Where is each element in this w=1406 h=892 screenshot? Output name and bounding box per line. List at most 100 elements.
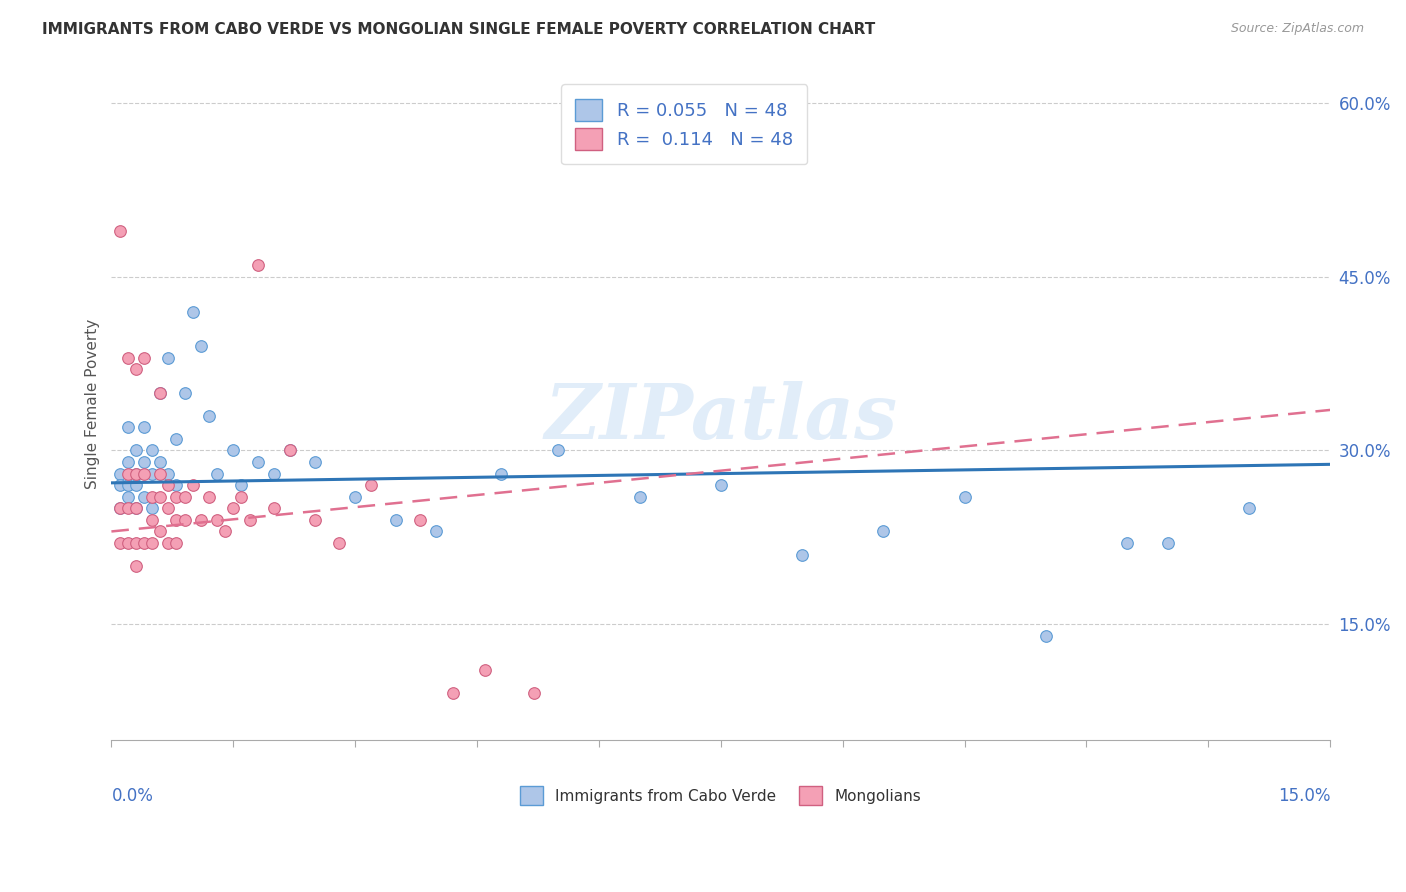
Point <box>141 513 163 527</box>
Point <box>149 385 172 400</box>
Point <box>953 490 976 504</box>
Point <box>441 686 464 700</box>
Point <box>125 559 148 574</box>
Point <box>231 478 253 492</box>
Point <box>628 490 651 504</box>
Point <box>157 501 180 516</box>
Point <box>173 490 195 504</box>
Point <box>222 501 245 516</box>
Point <box>190 513 212 527</box>
Point <box>125 478 148 492</box>
Point <box>1237 501 1260 516</box>
Point <box>872 524 894 539</box>
Point <box>117 455 139 469</box>
Point <box>108 501 131 516</box>
Point <box>125 467 148 481</box>
Point <box>474 663 496 677</box>
Point <box>181 304 204 318</box>
Point <box>157 536 180 550</box>
Text: 15.0%: 15.0% <box>1278 787 1330 805</box>
Point <box>157 351 180 365</box>
Point <box>141 490 163 504</box>
Point <box>132 536 155 550</box>
Point <box>108 536 131 550</box>
Point <box>1116 536 1139 550</box>
Point <box>409 513 432 527</box>
Point <box>149 467 172 481</box>
Point <box>1156 536 1178 550</box>
Point <box>117 467 139 481</box>
Point <box>125 501 148 516</box>
Text: ZIPatlas: ZIPatlas <box>544 381 897 455</box>
Point <box>132 490 155 504</box>
Point <box>710 478 733 492</box>
Point <box>360 478 382 492</box>
Point <box>523 686 546 700</box>
Point <box>149 385 172 400</box>
Point <box>238 513 260 527</box>
Point <box>108 501 131 516</box>
Point <box>117 351 139 365</box>
Point <box>190 339 212 353</box>
Point <box>125 467 148 481</box>
Point <box>344 490 367 504</box>
Point <box>173 385 195 400</box>
Point <box>165 478 187 492</box>
Point <box>149 455 172 469</box>
Point <box>149 524 172 539</box>
Point <box>108 467 131 481</box>
Point <box>149 490 172 504</box>
Point <box>141 536 163 550</box>
Point <box>547 443 569 458</box>
Point <box>165 490 187 504</box>
Point <box>304 455 326 469</box>
Point <box>157 467 180 481</box>
Point <box>141 443 163 458</box>
Point <box>117 490 139 504</box>
Point <box>132 467 155 481</box>
Point <box>108 223 131 237</box>
Point <box>117 536 139 550</box>
Point <box>117 420 139 434</box>
Point <box>141 467 163 481</box>
Point <box>198 409 221 423</box>
Text: 0.0%: 0.0% <box>111 787 153 805</box>
Point <box>157 478 180 492</box>
Point <box>263 501 285 516</box>
Point <box>132 420 155 434</box>
Point <box>132 351 155 365</box>
Point <box>222 443 245 458</box>
Text: IMMIGRANTS FROM CABO VERDE VS MONGOLIAN SINGLE FEMALE POVERTY CORRELATION CHART: IMMIGRANTS FROM CABO VERDE VS MONGOLIAN … <box>42 22 876 37</box>
Point <box>205 513 228 527</box>
Point <box>1035 629 1057 643</box>
Point <box>246 455 269 469</box>
Text: Source: ZipAtlas.com: Source: ZipAtlas.com <box>1230 22 1364 36</box>
Y-axis label: Single Female Poverty: Single Female Poverty <box>86 319 100 490</box>
Point <box>165 432 187 446</box>
Point <box>125 362 148 376</box>
Point <box>491 467 513 481</box>
Point <box>328 536 350 550</box>
Point <box>205 467 228 481</box>
Legend: Immigrants from Cabo Verde, Mongolians: Immigrants from Cabo Verde, Mongolians <box>513 779 929 813</box>
Point <box>141 501 163 516</box>
Point <box>198 490 221 504</box>
Point <box>181 478 204 492</box>
Point <box>165 513 187 527</box>
Point <box>384 513 406 527</box>
Point <box>117 501 139 516</box>
Point <box>132 455 155 469</box>
Point <box>125 536 148 550</box>
Point <box>304 513 326 527</box>
Point <box>108 478 131 492</box>
Point <box>125 443 148 458</box>
Point <box>214 524 236 539</box>
Point <box>231 490 253 504</box>
Point <box>117 478 139 492</box>
Point <box>263 467 285 481</box>
Point <box>425 524 447 539</box>
Point <box>173 513 195 527</box>
Point <box>278 443 301 458</box>
Point <box>125 501 148 516</box>
Point <box>790 548 813 562</box>
